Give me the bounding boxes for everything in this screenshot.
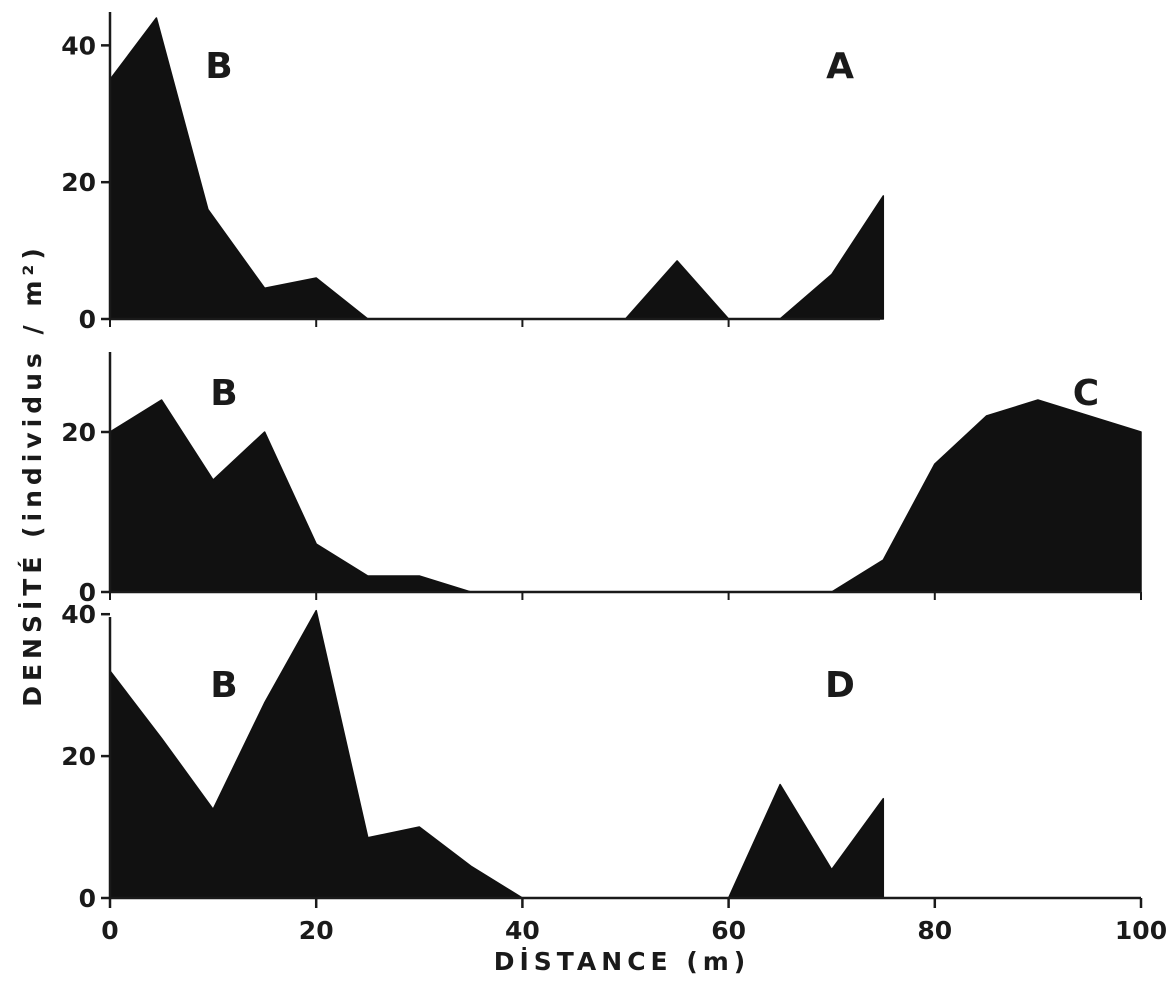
- zone-label-panel-1-B: B: [205, 46, 232, 87]
- x-tick-label-60: 60: [711, 916, 746, 945]
- zone-label-panel-2-C: C: [1073, 373, 1099, 414]
- y-tick-label-panel-3-40: 40: [61, 600, 96, 629]
- y-tick-label-panel-2-0: 0: [79, 578, 96, 607]
- panel-3: 0 20 40 B D: [61, 600, 1141, 913]
- zone-label-panel-3-B: B: [210, 665, 237, 706]
- x-tick-label-40: 40: [505, 916, 540, 945]
- density-area-panel-2: [109, 399, 1142, 593]
- x-tick-label-20: 20: [299, 916, 334, 945]
- panel-1: 0 20 40 B A: [61, 12, 885, 334]
- y-tick-label-panel-2-20: 20: [61, 418, 96, 447]
- x-tick-label-0: 0: [101, 916, 118, 945]
- density-area-panel-3: [109, 609, 885, 899]
- zone-label-panel-2-B: B: [210, 373, 237, 414]
- x-tick-label-80: 80: [917, 916, 952, 945]
- y-tick-label-panel-1-20: 20: [61, 168, 96, 197]
- zone-label-panel-3-D: D: [825, 665, 855, 706]
- panels-layer: 0 20 40 B A 0 20 B C 0 20 40 B D: [61, 12, 1142, 913]
- zone-label-panel-1-A: A: [826, 46, 854, 87]
- x-axis-title: DİSTANCE (m): [494, 946, 750, 976]
- y-tick-label-panel-3-0: 0: [79, 884, 96, 913]
- x-tick-label-100: 100: [1115, 916, 1167, 945]
- y-tick-label-panel-1-40: 40: [61, 31, 96, 60]
- panel-2: 0 20 B C: [61, 352, 1142, 607]
- y-tick-label-panel-1-0: 0: [79, 305, 96, 334]
- y-tick-label-panel-3-20: 20: [61, 742, 96, 771]
- x-axis: 0 20 40 60 80 100: [101, 898, 1167, 945]
- y-axis-title: DENSİTÉ (individus / m²): [17, 243, 47, 707]
